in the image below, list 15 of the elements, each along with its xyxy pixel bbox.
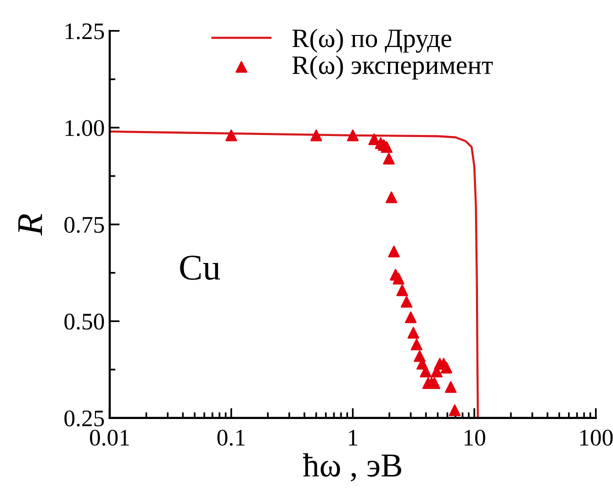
x-tick-label: 0.01 xyxy=(90,430,129,446)
x-tick-label: 10 xyxy=(464,430,486,446)
x-tick-label: 100 xyxy=(580,430,613,446)
y-tick-label: 0.25 xyxy=(64,410,104,426)
y-axis-title: R xyxy=(18,214,42,236)
x-tick-label: 1 xyxy=(348,430,358,446)
annotation: Cu xyxy=(180,256,220,280)
legend-label: R(ω) по Друде xyxy=(292,28,452,53)
y-tick-label: 1.25 xyxy=(66,23,104,40)
x-tick-label: 0.1 xyxy=(217,430,245,446)
legend-label: R(ω) эксперимент xyxy=(292,56,493,80)
y-tick-label: 0.75 xyxy=(64,216,104,233)
x-axis-title: ħω , эВ xyxy=(303,453,402,482)
y-tick-label: 0.50 xyxy=(64,314,104,330)
y-tick-label: 1.00 xyxy=(66,120,104,136)
